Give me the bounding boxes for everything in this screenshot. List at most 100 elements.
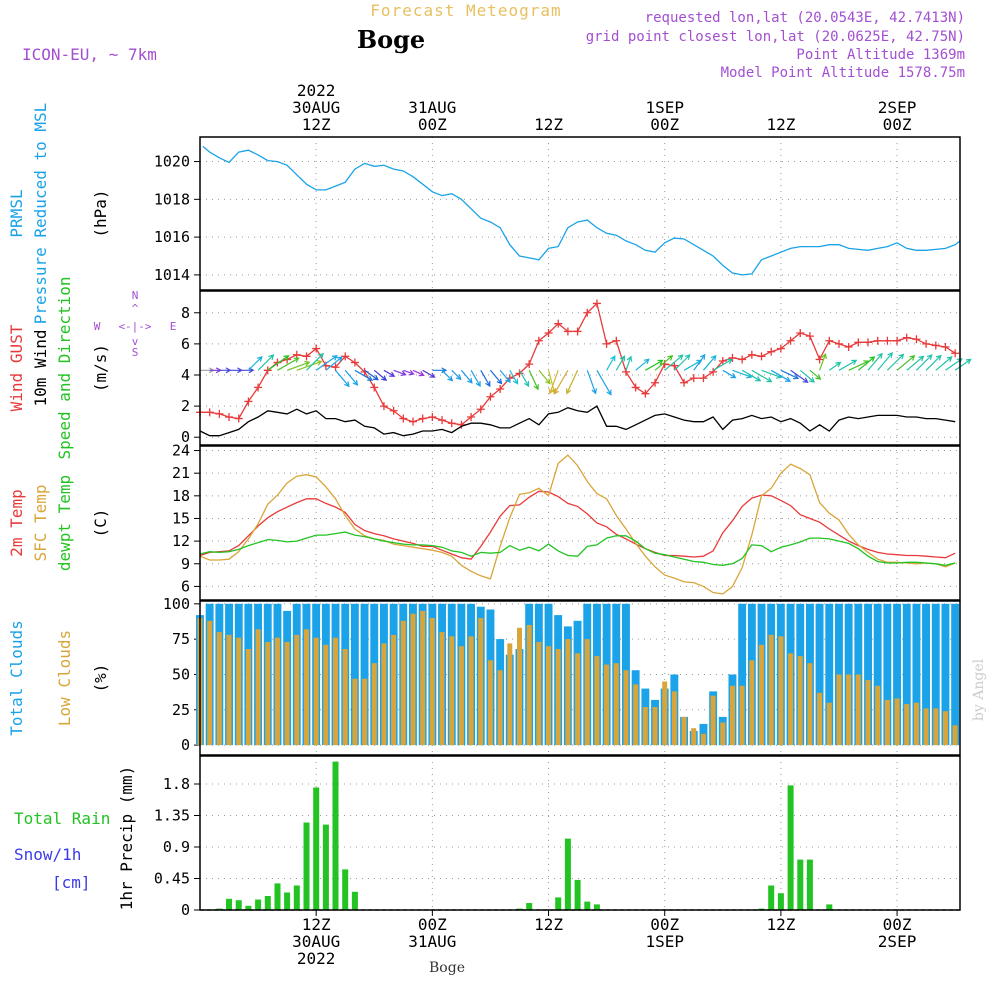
wind-arrow [819, 353, 827, 371]
wind-arrow [412, 369, 425, 377]
bar-low-clouds [652, 707, 658, 746]
panel-5: 0 0.45 0.9 1.35 1.8 Total Rain Snow/1h [cm] 1hr … [14, 755, 961, 919]
top-time-label: 31AUG [408, 98, 456, 117]
bar-low-clouds [807, 663, 813, 746]
y-axis-ticks: 1014 1016 1018 1020 [154, 153, 200, 284]
gust-point [205, 408, 214, 417]
y-tick-label: 12 [172, 532, 190, 550]
y-axis-ticks: 6 9 12 15 18 21 24 [172, 442, 200, 595]
series-line-10m-wind [199, 405, 956, 437]
bar-low-clouds [681, 716, 687, 746]
y-tick-label: 2 [181, 397, 190, 415]
bar-low-clouds [836, 674, 842, 746]
top-time-label: 00Z [650, 115, 679, 134]
wind-arrow [518, 370, 530, 388]
faint-chart-title: Forecast Meteogram [370, 1, 561, 20]
wind-arrow [566, 370, 579, 395]
bar-total-clouds [893, 603, 901, 746]
wind-arrow [373, 369, 388, 382]
bar-low-clouds [768, 634, 774, 746]
compass-tick-s: v [132, 335, 139, 348]
panel-labels: PRMSL Pressure Reduced to MSL (hPa) [7, 103, 110, 325]
gust-point [215, 409, 224, 418]
gust-point [428, 413, 437, 421]
footer-location: Boge [429, 960, 465, 976]
series-line-prmsl [202, 145, 961, 276]
wind-arrow [383, 369, 396, 377]
gust-point [389, 406, 398, 415]
wind-arrow [460, 369, 473, 384]
panel-3: 6 9 12 15 18 21 24 2m Temp SFC Temp dewpt Temp (C) [7, 442, 961, 601]
bar-low-clouds [546, 646, 551, 746]
bar-total-rain [526, 903, 533, 910]
gust-point [486, 392, 495, 401]
wind-arrow [393, 369, 407, 376]
gust-point [651, 378, 660, 387]
gust-point [331, 363, 340, 372]
bar-total-rain [264, 896, 271, 910]
gust-point [418, 414, 427, 423]
panel-1: 1014 1016 1018 1020 PRMSL Pressure Reduced to… [7, 103, 961, 325]
bar-low-clouds [294, 634, 300, 746]
top-time-label: 30AUG [292, 98, 340, 117]
bar-low-clouds [575, 653, 581, 746]
bottom-time-label: 00Z [418, 915, 447, 934]
y-axis-ticks: 0 25 50 75 100 [163, 595, 200, 754]
wind-arrow [277, 357, 300, 371]
bar-total-rain [584, 901, 591, 910]
top-time-label: 00Z [883, 115, 912, 134]
gust-point [399, 414, 408, 423]
wind-arrow [838, 359, 858, 371]
gust-point [941, 343, 950, 351]
bar-low-clouds [884, 699, 890, 746]
bar-low-clouds [517, 627, 522, 746]
gust-point [709, 367, 718, 376]
gust-point [408, 417, 417, 426]
wind-arrow [654, 354, 674, 371]
panel-labels: Wind GUST 10m Wind Speed and Direction (m/s… [7, 276, 110, 459]
wind-arrow [403, 369, 415, 376]
bar-total-clouds [951, 603, 960, 746]
wind-arrow [673, 354, 691, 371]
axis-label: PRMSL [7, 189, 26, 237]
bar-low-clouds [894, 698, 900, 746]
gust-point [573, 327, 582, 336]
bar-total-clouds [931, 603, 940, 746]
gust-point [912, 335, 921, 344]
unit-label: (C) [91, 509, 110, 538]
bar-low-clouds [420, 610, 426, 746]
y-tick-label: 0.45 [154, 870, 190, 888]
gust-point [680, 378, 689, 387]
axis-label: Low Clouds [55, 630, 74, 726]
y-tick-label: 100 [163, 595, 190, 613]
wind-arrow [335, 369, 350, 388]
wind-arrow [296, 360, 323, 371]
bar-low-clouds [207, 620, 213, 746]
bar-low-clouds [323, 644, 329, 746]
wind-arrow [809, 369, 822, 380]
y-tick-label: 15 [172, 509, 190, 527]
y-axis-ticks: 0 2 4 6 8 [181, 304, 200, 446]
wind-arrow [867, 352, 883, 371]
bar-low-clouds [739, 685, 745, 746]
bar-total-clouds [902, 603, 911, 746]
bar-low-clouds [284, 642, 290, 746]
wind-arrow [799, 369, 816, 383]
gust-point [379, 402, 388, 411]
wind-arrow [219, 367, 232, 374]
gust-point [786, 336, 795, 345]
wind-arrow [683, 359, 703, 371]
y-tick-label: 0 [181, 736, 190, 754]
compass-n: N [132, 289, 139, 302]
bottom-time-label: 12Z [766, 915, 795, 934]
top-time-label: 12Z [534, 115, 563, 134]
wind-arrow [451, 369, 462, 381]
wind-arrow [267, 355, 290, 371]
bar-low-clouds [623, 670, 629, 746]
wind-arrow [848, 360, 870, 371]
unit-label: (hPa) [91, 189, 110, 237]
bottom-time-label: 1SEP [645, 932, 684, 951]
y-axis-ticks: 0 0.45 0.9 1.35 1.8 [154, 775, 200, 919]
wind-arrow [499, 369, 511, 384]
